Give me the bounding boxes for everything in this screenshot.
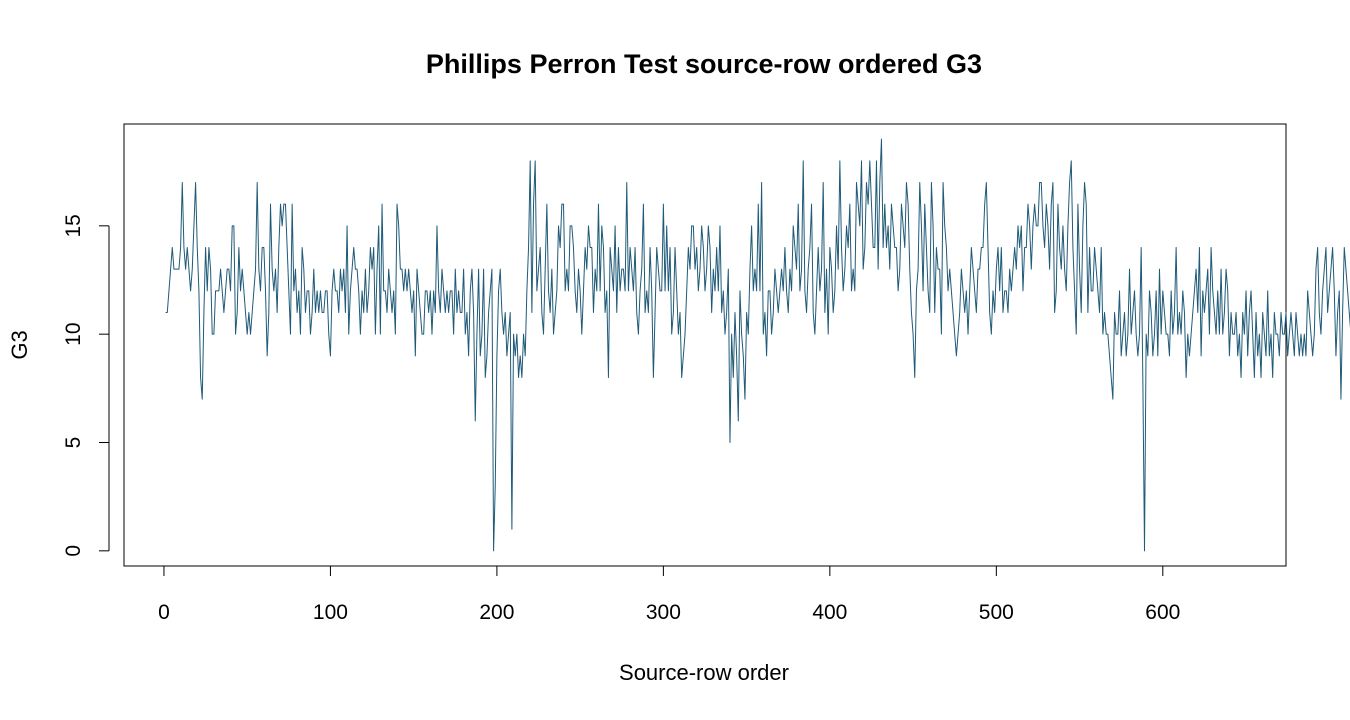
- series-line: [165, 138, 1350, 552]
- chart-title: Phillips Perron Test source-row ordered …: [426, 49, 982, 79]
- y-axis: 0 5 10 15: [62, 214, 110, 557]
- y-tick-label: 15: [62, 214, 85, 237]
- x-tick-label: 500: [979, 601, 1014, 624]
- y-tick-label: 0: [62, 545, 85, 557]
- x-tick-label: 600: [1145, 601, 1180, 624]
- x-axis: 0 100 200 300 400 500 600: [158, 565, 1180, 624]
- x-axis-label: Source-row order: [619, 660, 789, 685]
- x-tick-label: 400: [812, 601, 847, 624]
- y-tick-label: 10: [62, 322, 85, 345]
- x-tick-label: 200: [479, 601, 514, 624]
- y-tick-label: 5: [62, 437, 85, 449]
- series-layer: [165, 138, 1350, 552]
- x-tick-label: 0: [158, 601, 170, 624]
- plot-frame: [123, 123, 1287, 567]
- y-axis-label: G3: [7, 330, 32, 359]
- x-tick-label: 100: [313, 601, 348, 624]
- x-tick-label: 300: [646, 601, 681, 624]
